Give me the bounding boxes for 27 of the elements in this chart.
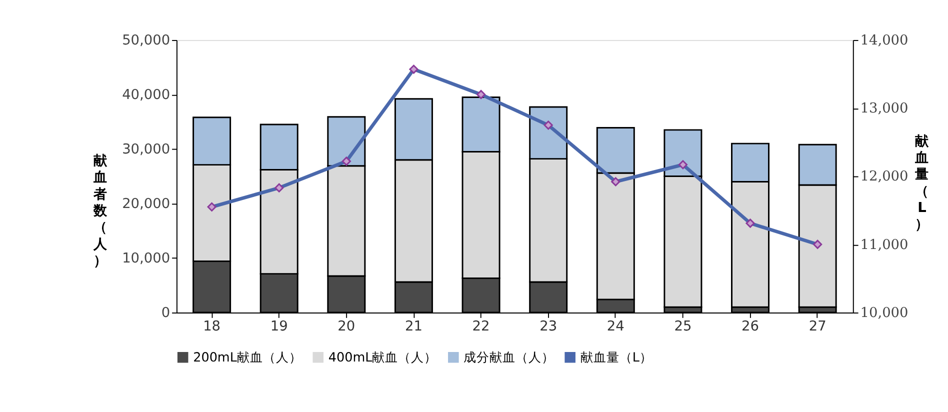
y2-tick-label: 12,000	[860, 168, 908, 185]
x-tick-label: 26	[742, 318, 759, 335]
x-tick-label: 25	[674, 318, 692, 335]
x-tick-label: 27	[808, 318, 826, 335]
y-tick-label: 10,000	[122, 250, 170, 266]
x-tick-label: 19	[270, 318, 288, 335]
x-tick-label: 20	[338, 318, 356, 335]
y-tick-label: 50,000	[122, 32, 170, 48]
x-tick-label: 18	[203, 318, 221, 335]
y-axis-title: 献血者数（人）	[92, 152, 108, 269]
y2-tick-label: 10,000	[860, 304, 908, 321]
x-tick-label: 24	[606, 318, 624, 335]
y-tick-label: 0	[161, 304, 170, 321]
legend-label: 400mL献血（人）	[328, 350, 438, 366]
y2-tick-label: 13,000	[860, 100, 908, 117]
y2-tick-label: 14,000	[860, 32, 908, 48]
legend-label: 200mL献血（人）	[193, 350, 302, 366]
y-tick-label: 20,000	[122, 196, 170, 212]
x-tick-label: 23	[540, 318, 558, 335]
y-tick-label: 30,000	[122, 141, 170, 158]
x-tick-label: 21	[404, 318, 422, 335]
y2-axis-title: 献血量（L）	[914, 133, 930, 233]
x-tick-label: 22	[472, 318, 490, 335]
legend-label: 成分献血（人）	[464, 350, 555, 366]
legend-label: 献血量（L）	[580, 350, 652, 366]
y-tick-label: 40,000	[122, 86, 170, 103]
y2-tick-label: 11,000	[860, 236, 908, 253]
